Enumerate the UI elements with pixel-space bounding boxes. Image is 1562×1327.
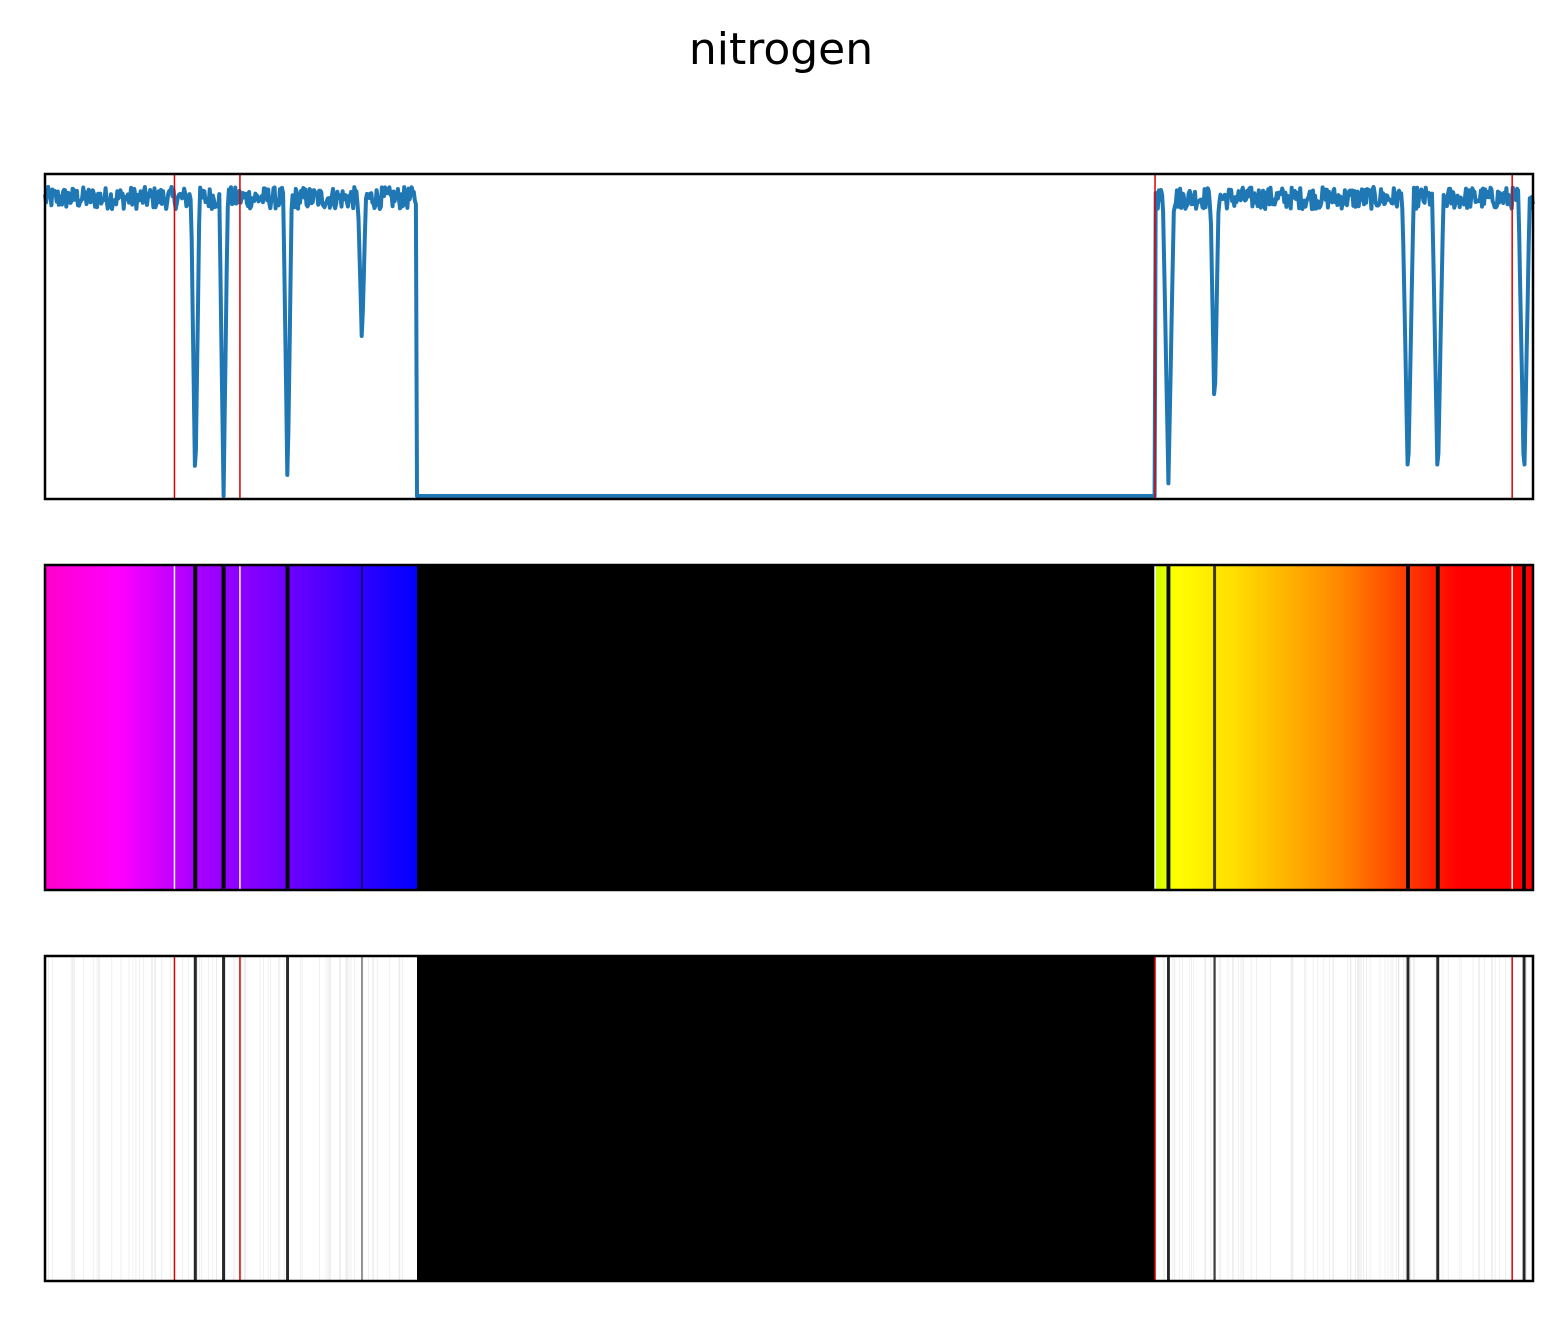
color-absorption-line-8 xyxy=(1522,565,1527,890)
panel3-frame xyxy=(43,954,1535,1283)
grayscale-gap xyxy=(417,956,1156,1281)
gray-absorption-line-3 xyxy=(361,956,363,1281)
chart-title: nitrogen xyxy=(688,24,874,75)
color-absorption-line-3 xyxy=(360,565,363,890)
grayscale-noise xyxy=(45,956,1533,1281)
gray-absorption-line-0 xyxy=(193,956,197,1281)
grayscale-spectrum-panel xyxy=(43,954,1535,1283)
color-absorption-line-1 xyxy=(221,565,226,890)
color-absorption-line-6 xyxy=(1406,565,1410,890)
gray-absorption-line-7 xyxy=(1436,956,1440,1281)
gray-absorption-line-5 xyxy=(1213,956,1216,1281)
color-absorption-line-5 xyxy=(1213,565,1217,890)
color-spectrum-gap xyxy=(417,565,1156,890)
gray-absorption-line-4 xyxy=(1167,956,1170,1281)
panel2-frame xyxy=(43,563,1535,892)
gray-absorption-line-2 xyxy=(286,956,290,1281)
color-spectrum-panel xyxy=(43,563,1535,892)
color-absorption-line-0 xyxy=(193,565,198,890)
gray-absorption-line-8 xyxy=(1522,956,1526,1281)
transmission-line-panel xyxy=(43,172,1535,501)
gray-absorption-line-6 xyxy=(1406,956,1410,1281)
color-absorption-line-4 xyxy=(1166,565,1171,890)
color-absorption-line-7 xyxy=(1435,565,1440,890)
transmission-line xyxy=(43,185,1535,498)
gray-absorption-line-1 xyxy=(222,956,226,1281)
color-absorption-line-2 xyxy=(285,565,290,890)
panel1-frame xyxy=(43,172,1535,501)
